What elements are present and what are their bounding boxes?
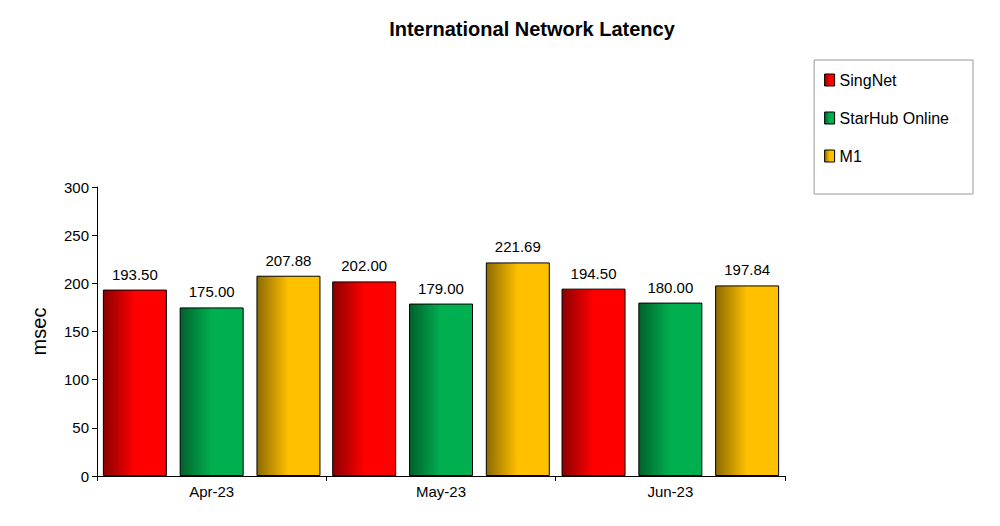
svg-text:150: 150 — [64, 323, 89, 340]
svg-text:250: 250 — [64, 227, 89, 244]
svg-text:International Network Latency: International Network Latency — [389, 18, 675, 40]
svg-text:202.00: 202.00 — [341, 257, 387, 274]
svg-text:SingNet: SingNet — [840, 72, 897, 89]
svg-text:207.88: 207.88 — [266, 252, 312, 269]
svg-text:194.50: 194.50 — [571, 265, 617, 282]
svg-text:175.00: 175.00 — [189, 283, 235, 300]
svg-text:0: 0 — [81, 468, 89, 485]
svg-text:M1: M1 — [840, 148, 862, 165]
svg-text:193.50: 193.50 — [112, 266, 158, 283]
svg-text:Apr-23: Apr-23 — [189, 483, 234, 500]
svg-text:221.69: 221.69 — [495, 238, 541, 255]
svg-text:200: 200 — [64, 275, 89, 292]
svg-text:May-23: May-23 — [416, 483, 466, 500]
svg-text:179.00: 179.00 — [418, 280, 464, 297]
svg-text:180.00: 180.00 — [647, 279, 693, 296]
svg-text:StarHub Online: StarHub Online — [840, 110, 949, 127]
svg-text:300: 300 — [64, 179, 89, 196]
svg-text:197.84: 197.84 — [724, 261, 770, 278]
svg-text:50: 50 — [72, 419, 89, 436]
svg-text:msec: msec — [28, 308, 50, 356]
svg-text:Jun-23: Jun-23 — [647, 483, 693, 500]
svg-text:100: 100 — [64, 371, 89, 388]
